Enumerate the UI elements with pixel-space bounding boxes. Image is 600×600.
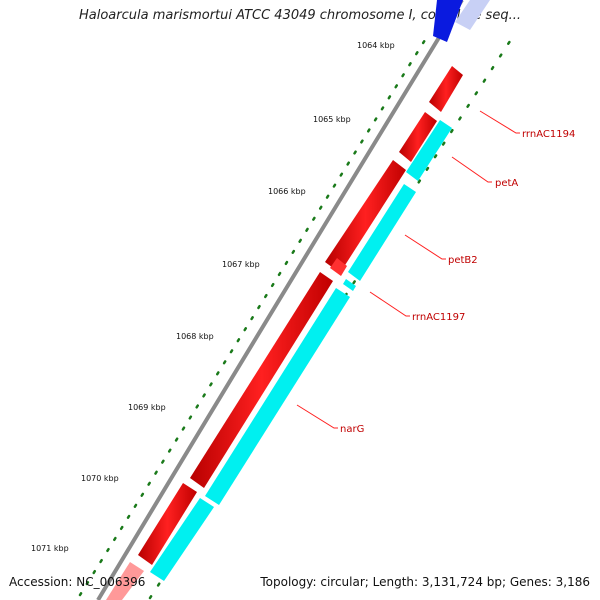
callout-line [296,404,338,429]
reverse-cds[interactable] [205,288,350,505]
reverse-cds[interactable] [348,184,416,281]
reverse-strand-features [150,120,452,581]
forward-cds[interactable] [399,112,437,162]
tick-label: 1067 kbp [222,260,260,269]
tick-label: 1064 kbp [357,41,395,50]
forward-strand-features [106,66,463,600]
tick-label: 1068 kbp [176,332,214,341]
reverse-cds[interactable] [406,120,452,181]
tick-label: 1069 kbp [128,403,166,412]
gene-callouts [296,110,520,429]
tick-labels: 1064 kbp 1065 kbp 1066 kbp 1067 kbp 1068… [31,41,395,553]
forward-cds[interactable] [325,160,406,273]
gene-label-petb2[interactable]: petB2 [448,255,478,266]
tick-label: 1065 kbp [313,115,351,124]
inner-tick-scale [148,36,514,600]
tick-label: 1070 kbp [81,474,119,483]
forward-cds[interactable] [190,272,333,488]
forward-cds[interactable] [106,562,144,600]
forward-cds[interactable] [429,66,463,112]
callout-line [369,291,410,317]
gene-label-peta[interactable]: petA [495,178,518,189]
callout-line [451,156,492,183]
gene-label-narg[interactable]: narG [340,424,364,435]
gene-labels: rrnAC1194 petA petB2 rrnAC1197 narG [340,129,575,435]
reverse-cds[interactable] [150,498,214,581]
gene-label-rrnac1197[interactable]: rrnAC1197 [412,312,465,323]
blue-feature-shadow [455,0,490,30]
callout-line [479,110,520,134]
forward-cds[interactable] [138,483,197,565]
forward-cds[interactable] [330,258,347,276]
reverse-cds[interactable] [343,279,356,291]
map-title: Haloarcula marismortui ATCC 43049 chromo… [79,8,521,23]
chromosome-backbone [96,0,464,600]
tick-label: 1066 kbp [268,187,306,196]
gene-label-rrnac1194[interactable]: rrnAC1194 [522,129,575,140]
callout-line [404,234,446,260]
accession-text: Accession: NC_006396 [9,575,146,589]
tick-label: 1071 kbp [31,544,69,553]
blue-feature[interactable] [433,0,463,42]
outer-tick-scale [78,38,427,597]
topology-text: Topology: circular; Length: 3,131,724 bp… [260,575,590,589]
